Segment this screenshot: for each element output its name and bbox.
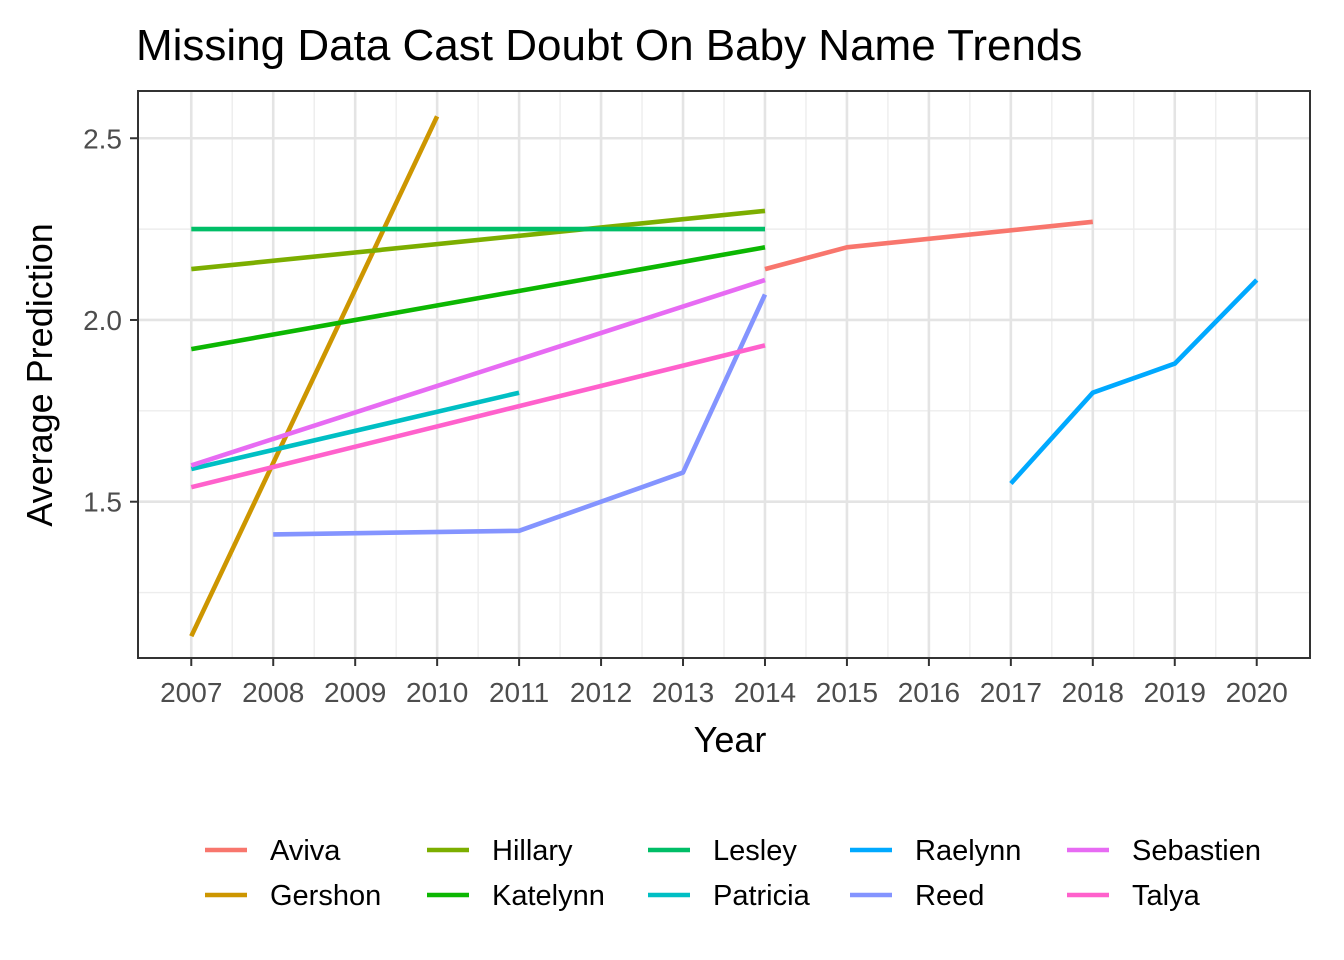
x-tick-label: 2011	[489, 677, 549, 708]
series-lines	[189, 115, 1259, 638]
x-tick-label: 2009	[324, 677, 386, 708]
x-tick-label: 2015	[816, 677, 878, 708]
legend-label: Talya	[1132, 880, 1201, 912]
series-line-gershon	[189, 115, 440, 638]
x-tick-label: 2019	[1144, 677, 1206, 708]
legend-item-gershon: Gershon	[205, 880, 381, 912]
y-tick-label: 2.5	[83, 123, 122, 154]
x-tick-label: 2020	[1226, 677, 1288, 708]
x-axis-title: Year	[694, 719, 767, 760]
series-line-hillary	[191, 208, 766, 272]
legend-item-lesley: Lesley	[648, 835, 797, 867]
legend-label: Sebastien	[1132, 835, 1261, 867]
legend-label: Aviva	[270, 835, 341, 867]
legend-label: Reed	[915, 880, 984, 912]
legend-label: Hillary	[492, 835, 573, 867]
legend-label: Raelynn	[915, 835, 1021, 867]
legend: Aviva Gershon Hillary Katelynn Lesley Patrici…	[205, 835, 1261, 912]
legend-label: Patricia	[713, 880, 811, 912]
series-line-aviva	[764, 219, 1094, 272]
x-tick-label: 2017	[980, 677, 1042, 708]
legend-label: Lesley	[713, 835, 797, 867]
legend-item-patricia: Patricia	[648, 880, 811, 912]
x-tick-label: 2016	[898, 677, 960, 708]
y-tick-label: 1.5	[83, 487, 122, 518]
legend-item-talya: Talya	[1067, 880, 1201, 912]
series-line-katelynn	[190, 245, 766, 352]
x-tick-label: 2007	[160, 677, 222, 708]
legend-item-aviva: Aviva	[205, 835, 341, 867]
panel-border-rect	[137, 90, 1311, 659]
legend-item-raelynn: Raelynn	[850, 835, 1021, 867]
legend-label: Katelynn	[492, 880, 605, 912]
x-tick-label: 2008	[242, 677, 304, 708]
legend-item-reed: Reed	[850, 880, 984, 912]
chart-title: Missing Data Cast Doubt On Baby Name Tre…	[136, 21, 1082, 70]
panel-border	[137, 90, 1311, 659]
series-line-sebastien	[190, 277, 766, 468]
x-tick-label: 2010	[406, 677, 468, 708]
series-line-reed	[273, 293, 768, 537]
x-tick-label: 2018	[1062, 677, 1124, 708]
x-tick-label: 2014	[734, 677, 796, 708]
y-tick-label: 2.0	[83, 305, 122, 336]
legend-item-katelynn: Katelynn	[427, 880, 605, 912]
axes: 2007 2008 2009 2010 2011 2012 2013 2014 2015 2016…	[83, 123, 1288, 708]
series-line-raelynn	[1009, 278, 1259, 486]
legend-item-hillary: Hillary	[427, 835, 573, 867]
gridlines	[138, 91, 1310, 658]
x-tick-label: 2013	[652, 677, 714, 708]
series-line-patricia	[190, 390, 520, 472]
legend-item-sebastien: Sebastien	[1067, 835, 1261, 867]
legend-label: Gershon	[270, 880, 381, 912]
x-tick-label: 2012	[570, 677, 632, 708]
y-axis-title: Average Prediction	[19, 223, 60, 527]
series-line-talya	[190, 343, 766, 490]
